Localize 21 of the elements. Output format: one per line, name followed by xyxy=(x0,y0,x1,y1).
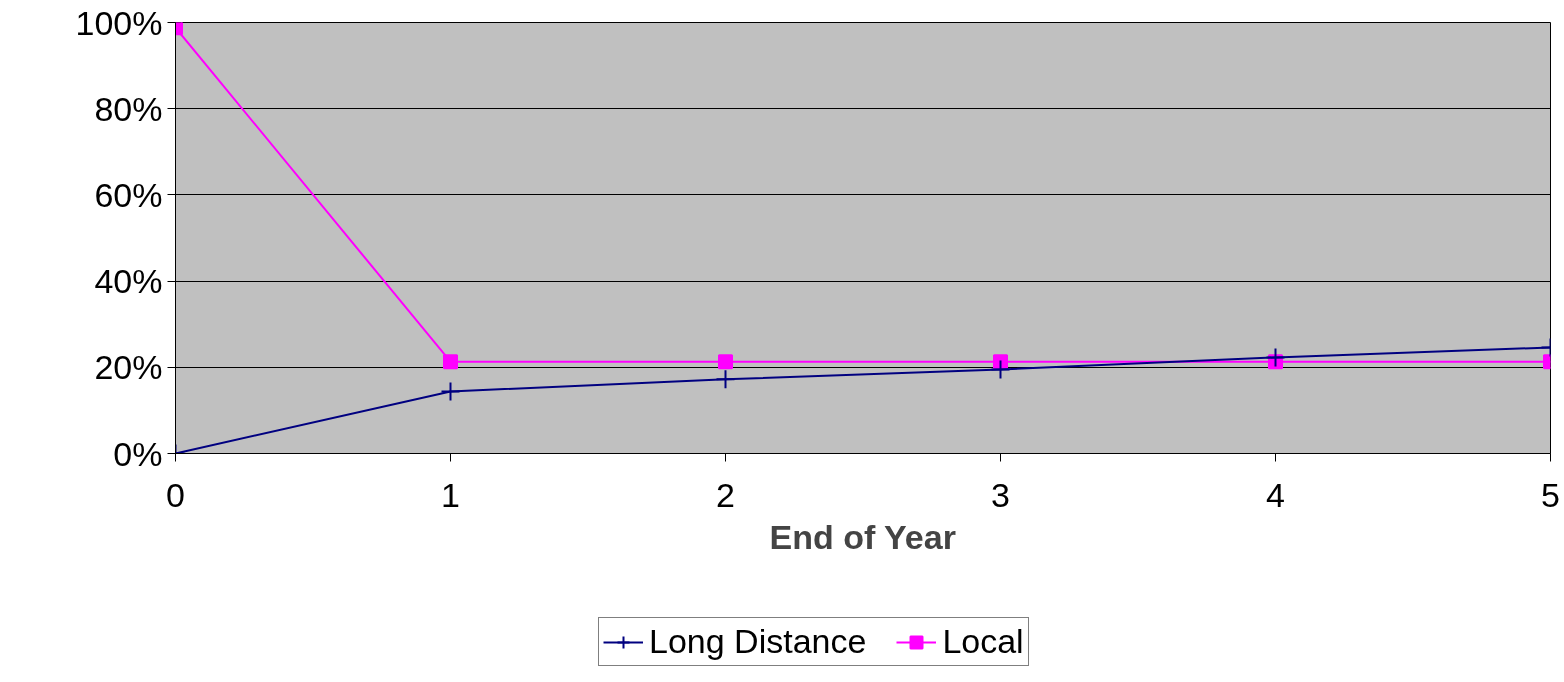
y-tick-label: 0% xyxy=(113,434,163,473)
legend-label: Local xyxy=(942,622,1024,661)
x-tick-label: 2 xyxy=(716,475,735,514)
y-tick-label: 40% xyxy=(94,262,163,301)
x-tick-label: 5 xyxy=(1541,475,1560,514)
legend-label: Long Distance xyxy=(649,622,867,661)
y-tick-label: 60% xyxy=(94,175,163,214)
x-tick-label: 0 xyxy=(166,475,185,514)
point xyxy=(440,381,461,402)
x-tick-label: 1 xyxy=(441,475,460,514)
y-tick-label: 80% xyxy=(94,89,163,128)
y-tick-label: 20% xyxy=(94,348,163,387)
x-tick-label: 3 xyxy=(991,475,1010,514)
x-axis-title: End of Year xyxy=(769,517,956,556)
point xyxy=(718,354,733,370)
point xyxy=(1265,347,1286,368)
point xyxy=(990,359,1011,380)
y-tick-label: 100% xyxy=(75,3,163,42)
x-tick-label: 4 xyxy=(1266,475,1285,514)
point xyxy=(715,369,736,390)
point xyxy=(443,354,458,370)
